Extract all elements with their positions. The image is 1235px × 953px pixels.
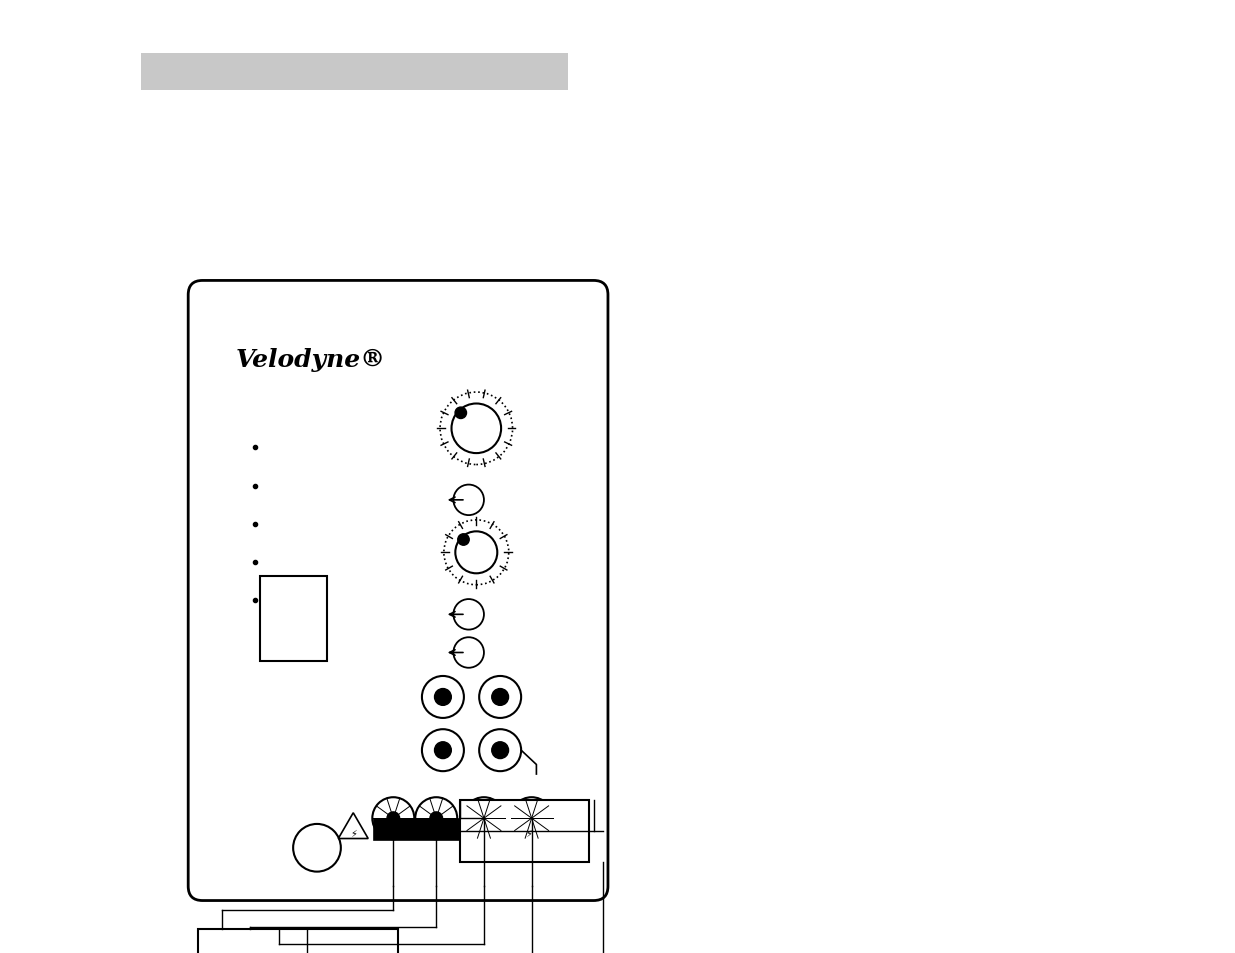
Bar bbox=[141, 54, 568, 91]
Bar bbox=[198, 929, 398, 953]
Circle shape bbox=[492, 742, 509, 759]
Bar bbox=[374, 820, 508, 841]
Circle shape bbox=[387, 812, 400, 824]
Text: ⚡: ⚡ bbox=[525, 827, 532, 838]
Text: Velodyne®: Velodyne® bbox=[236, 348, 387, 372]
FancyBboxPatch shape bbox=[188, 281, 608, 901]
Circle shape bbox=[525, 812, 538, 824]
Circle shape bbox=[435, 742, 451, 759]
Text: ⚡: ⚡ bbox=[350, 827, 357, 838]
Circle shape bbox=[478, 812, 490, 824]
Circle shape bbox=[454, 408, 467, 419]
Circle shape bbox=[492, 689, 509, 705]
Bar bbox=[461, 801, 589, 862]
Circle shape bbox=[458, 535, 469, 546]
Bar bbox=[259, 576, 326, 661]
Circle shape bbox=[435, 689, 451, 705]
Circle shape bbox=[430, 812, 442, 824]
